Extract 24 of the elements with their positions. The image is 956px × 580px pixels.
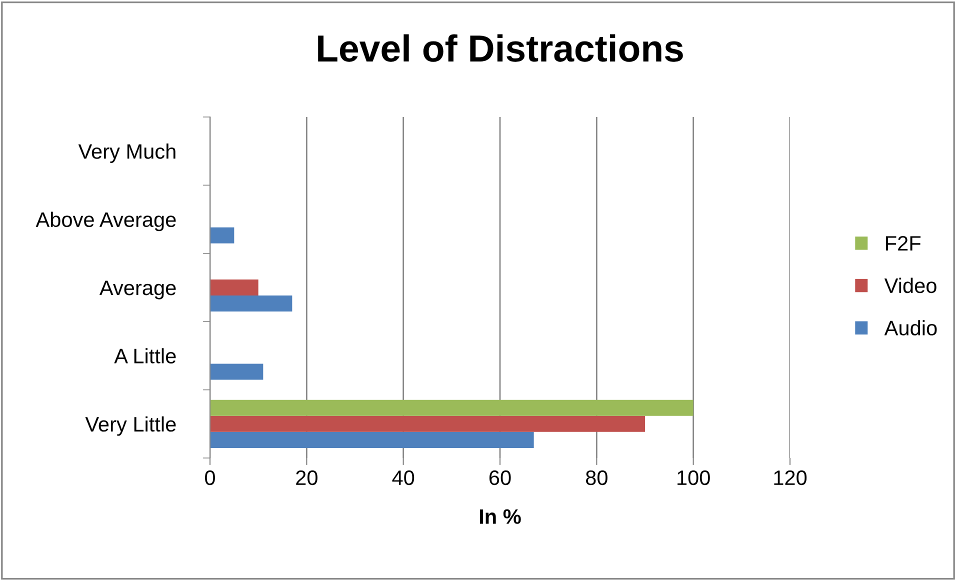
chart-title: Level of Distractions [318, 34, 683, 62]
bar [210, 416, 645, 432]
x-axis-title: In % [480, 509, 521, 524]
y-tick-label: Average [99, 280, 176, 300]
legend-label: Video [884, 278, 936, 294]
y-tick-label: A Little [114, 348, 176, 364]
x-tick-label: 40 [392, 470, 414, 486]
bar [210, 296, 292, 312]
bar [210, 400, 694, 416]
bar [210, 279, 258, 296]
x-tick-label: 20 [296, 470, 318, 486]
legend-label: Audio [884, 320, 937, 336]
y-tick-label: Above Average [36, 212, 176, 232]
y-tick-label: Very Much [78, 144, 176, 163]
x-tick-label: 120 [774, 470, 807, 486]
x-tick-label: 60 [489, 470, 511, 486]
bar [210, 364, 264, 380]
legend-label: F2F [886, 236, 921, 251]
x-tick-label: 100 [678, 470, 710, 486]
x-tick-label: 0 [205, 470, 215, 486]
x-tick-label: 80 [586, 470, 608, 486]
bar [210, 432, 534, 448]
bar [210, 227, 234, 244]
y-tick-label: Very Little [85, 416, 176, 436]
